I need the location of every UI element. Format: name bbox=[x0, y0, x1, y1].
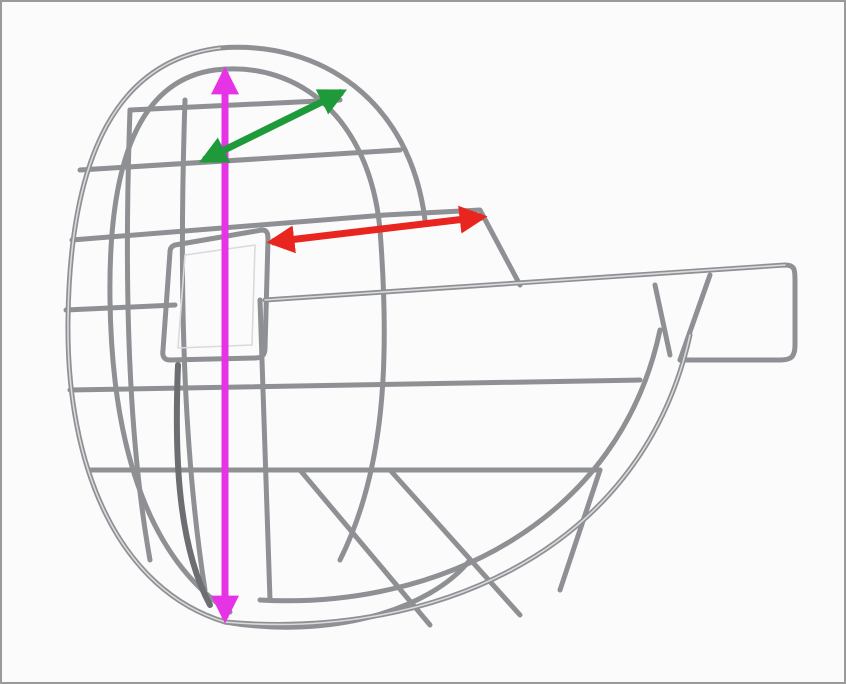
width-arrow bbox=[198, 88, 348, 164]
arrows bbox=[198, 66, 488, 624]
length-arrow bbox=[266, 205, 488, 254]
